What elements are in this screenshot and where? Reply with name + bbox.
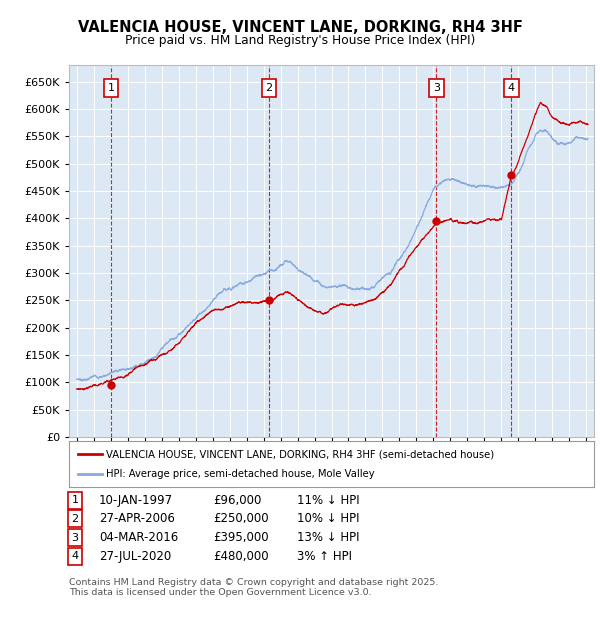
Text: £96,000: £96,000 <box>213 494 262 507</box>
Text: 1: 1 <box>107 83 115 93</box>
Text: 3: 3 <box>433 83 440 93</box>
Text: HPI: Average price, semi-detached house, Mole Valley: HPI: Average price, semi-detached house,… <box>106 469 375 479</box>
Text: 13% ↓ HPI: 13% ↓ HPI <box>297 531 359 544</box>
Text: 11% ↓ HPI: 11% ↓ HPI <box>297 494 359 507</box>
Text: 3% ↑ HPI: 3% ↑ HPI <box>297 550 352 562</box>
Text: VALENCIA HOUSE, VINCENT LANE, DORKING, RH4 3HF: VALENCIA HOUSE, VINCENT LANE, DORKING, R… <box>77 20 523 35</box>
Text: £480,000: £480,000 <box>213 550 269 562</box>
Text: 1: 1 <box>71 495 79 505</box>
Text: Contains HM Land Registry data © Crown copyright and database right 2025.
This d: Contains HM Land Registry data © Crown c… <box>69 578 439 597</box>
Text: 2: 2 <box>265 83 272 93</box>
Text: 04-MAR-2016: 04-MAR-2016 <box>99 531 178 544</box>
Text: 2: 2 <box>71 514 79 524</box>
Text: £250,000: £250,000 <box>213 513 269 525</box>
Text: 10% ↓ HPI: 10% ↓ HPI <box>297 513 359 525</box>
Text: 27-JUL-2020: 27-JUL-2020 <box>99 550 171 562</box>
Text: 3: 3 <box>71 533 79 542</box>
Text: VALENCIA HOUSE, VINCENT LANE, DORKING, RH4 3HF (semi-detached house): VALENCIA HOUSE, VINCENT LANE, DORKING, R… <box>106 449 494 459</box>
Text: £395,000: £395,000 <box>213 531 269 544</box>
Text: 4: 4 <box>508 83 515 93</box>
Text: 10-JAN-1997: 10-JAN-1997 <box>99 494 173 507</box>
Text: 4: 4 <box>71 551 79 561</box>
Text: 27-APR-2006: 27-APR-2006 <box>99 513 175 525</box>
Text: Price paid vs. HM Land Registry's House Price Index (HPI): Price paid vs. HM Land Registry's House … <box>125 34 475 47</box>
